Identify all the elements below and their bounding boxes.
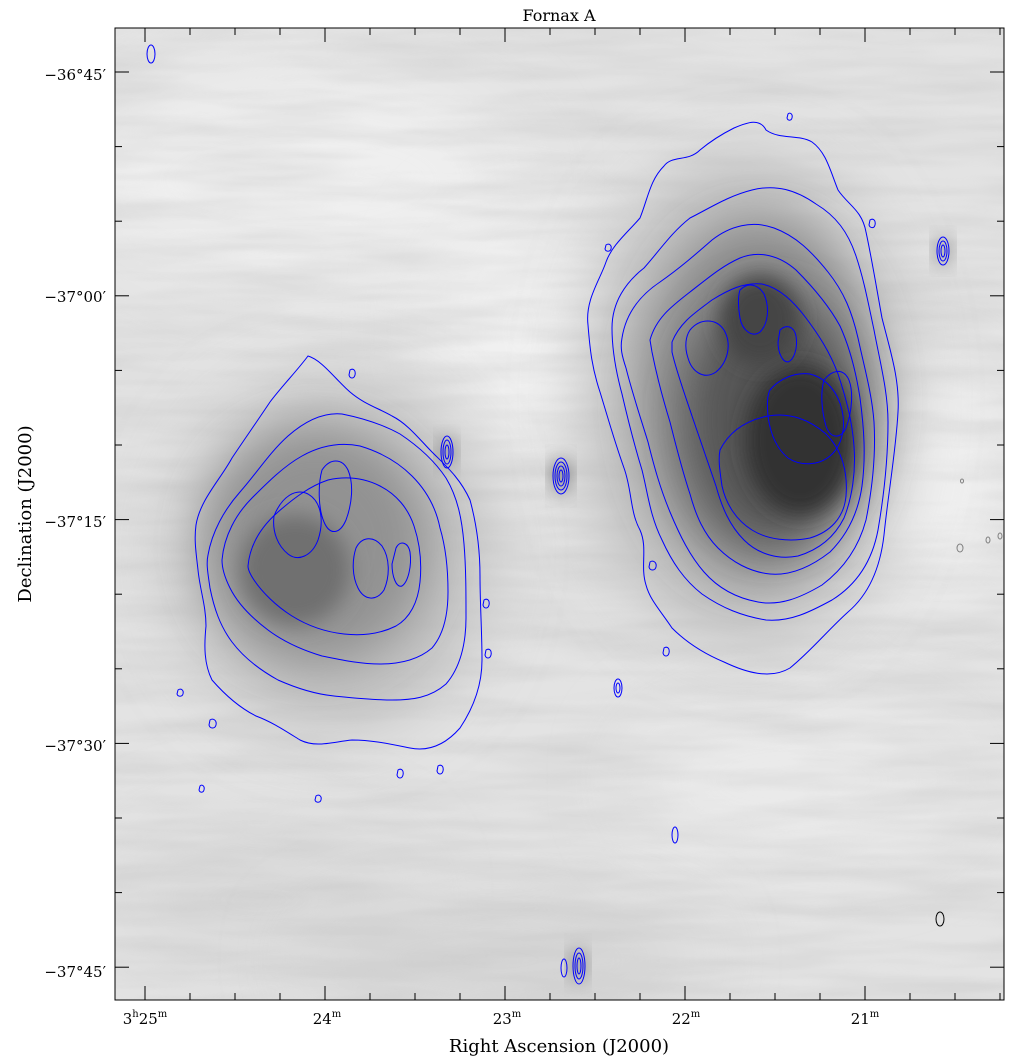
east-speckle-1	[176, 688, 184, 697]
east-speckle-7	[348, 368, 356, 379]
west-speckle-5	[662, 646, 670, 657]
axis-ticks	[115, 28, 1004, 1000]
x-tick-label: 3h25m	[123, 1009, 168, 1028]
west-inner-3	[777, 326, 797, 363]
y-tick-label: −36°45′	[44, 66, 106, 84]
y-tick-label: −37°00′	[44, 288, 106, 306]
y-axis-title: Declination (J2000)	[15, 425, 36, 602]
y-tick-label: −37°15′	[44, 513, 106, 531]
image-area	[115, 28, 1004, 1000]
beam-ellipse	[935, 911, 945, 927]
east-inner-3	[352, 538, 389, 599]
source-bottom	[560, 947, 586, 985]
east-speckle-3	[198, 784, 205, 793]
west-contour-2	[611, 187, 889, 621]
east-inner-2	[318, 460, 353, 532]
x-tick-label: 23m	[493, 1009, 522, 1028]
plot-frame	[114, 27, 1005, 1001]
source-lower-mid	[613, 678, 623, 698]
east-lobe	[180, 390, 480, 720]
y-tick-label: −37°30′	[44, 737, 106, 755]
east-contour-4	[247, 477, 422, 636]
east-speckle-9	[484, 648, 492, 659]
east-contour-2	[206, 413, 467, 701]
x-tick-label: 22m	[672, 1009, 701, 1028]
source-top-left	[146, 44, 156, 64]
east-speckle-6	[436, 764, 444, 775]
west-core-contour-2	[766, 373, 844, 465]
west-lobe	[595, 165, 895, 635]
west-contour-4	[649, 254, 865, 575]
west-lobe-contours	[587, 112, 899, 675]
source-west-right	[936, 236, 950, 266]
x-tick-label: 21m	[851, 1009, 880, 1028]
east-speckle-2	[208, 718, 217, 729]
west-inner-1	[685, 320, 729, 376]
x-axis-title: Right Ascension (J2000)	[449, 1036, 669, 1057]
east-inner-4	[391, 542, 411, 587]
west-contour-1	[587, 121, 899, 675]
west-core-contour-3	[821, 371, 853, 437]
plot-title: Fornax A	[522, 6, 595, 25]
west-speckle-2	[648, 560, 657, 571]
east-speckle-4	[314, 794, 322, 803]
east-speckle-8	[482, 598, 490, 609]
gray-contours	[956, 478, 1003, 553]
west-speckle-1	[604, 243, 612, 252]
east-speckle-5	[396, 768, 404, 779]
west-inner-2	[738, 284, 768, 335]
west-speckle-4	[786, 112, 793, 121]
source-east-lobe-edge	[440, 435, 454, 469]
east-contour-3	[221, 443, 449, 665]
west-contour-3	[620, 223, 876, 604]
x-axis-tick-labels: 3h25m 24m 23m 22m 21m	[123, 1009, 880, 1028]
x-tick-label: 24m	[313, 1009, 342, 1028]
source-lower-mid-2	[671, 826, 679, 844]
east-lobe-contours	[176, 355, 492, 803]
source-center	[552, 457, 570, 495]
west-speckle-3	[868, 218, 876, 229]
east-contour-1	[194, 355, 483, 750]
compact-source-contours	[146, 44, 950, 985]
y-tick-label: −37°45′	[44, 963, 106, 981]
y-axis-tick-labels: −36°45′ −37°00′ −37°15′ −37°30′ −37°45′	[44, 66, 106, 981]
east-inner-1	[273, 491, 322, 558]
west-core-contour-1	[718, 414, 847, 541]
west-contour-5	[671, 283, 855, 558]
